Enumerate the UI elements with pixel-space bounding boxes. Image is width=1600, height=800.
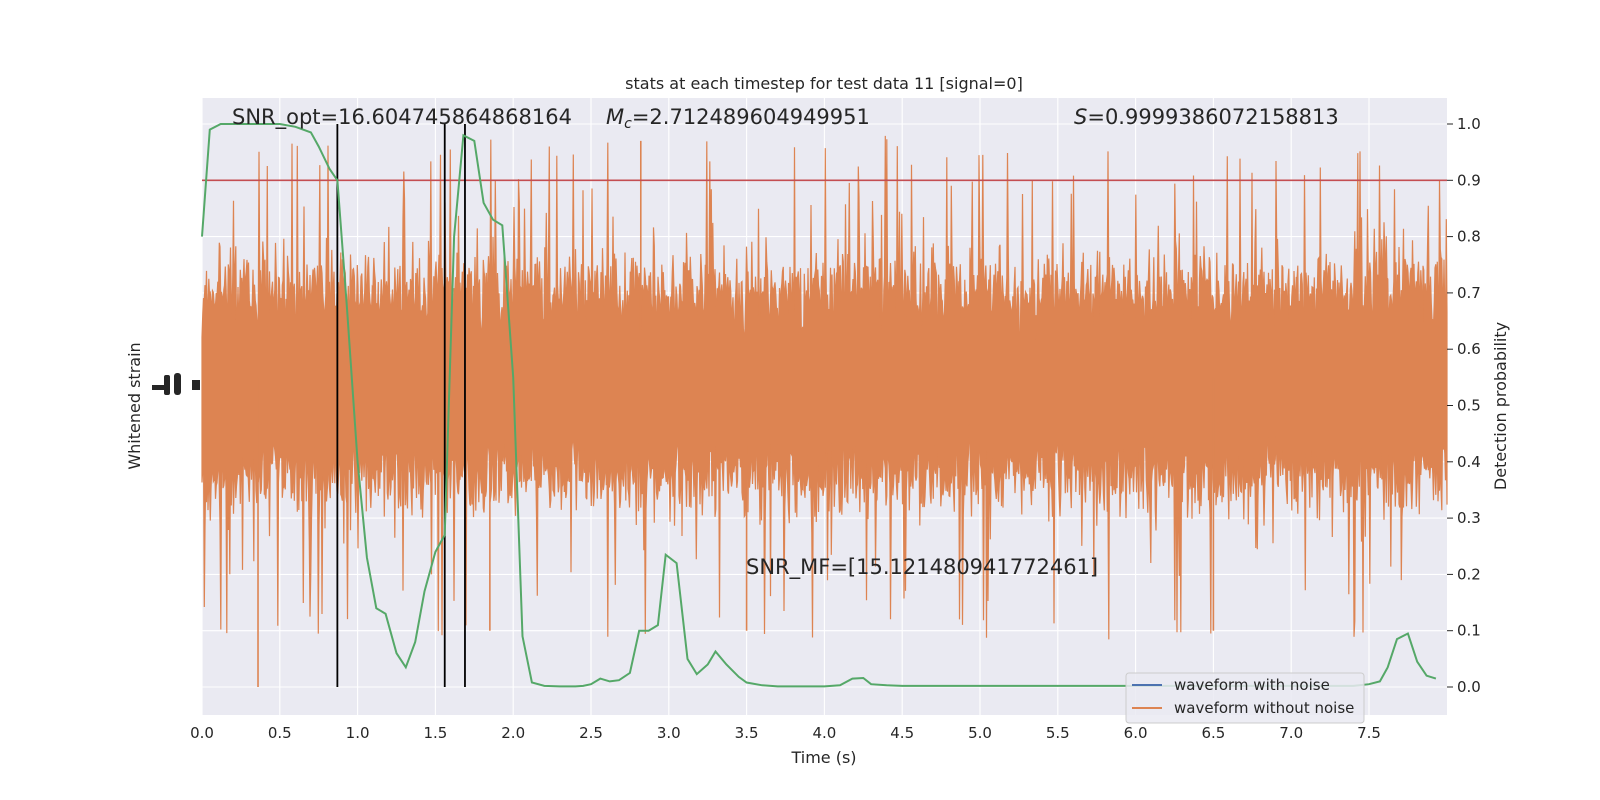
legend: waveform with noise waveform without noi… xyxy=(1125,672,1365,724)
legend-label-without-noise: waveform without noise xyxy=(1174,699,1354,717)
right-tick-label: 1.0 xyxy=(1457,115,1481,133)
x-tick-label: 4.0 xyxy=(812,724,836,742)
noise-band xyxy=(201,135,1448,640)
x-tick-label: 6.0 xyxy=(1124,724,1148,742)
x-tick-label: 5.0 xyxy=(968,724,992,742)
right-tick-label: 0.6 xyxy=(1457,340,1481,358)
x-tick-label: 5.5 xyxy=(1046,724,1070,742)
x-axis-ticks: 0.0 0.5 1.0 1.5 2.0 2.5 3.0 3.5 4.0 4.5 5.0 5.5 6.0 6… xyxy=(190,724,1381,742)
vertical-markers xyxy=(336,124,466,687)
legend-label-with-noise: waveform with noise xyxy=(1174,676,1330,694)
left-tick-blob xyxy=(152,373,200,395)
right-tick-label: 0.5 xyxy=(1457,397,1481,415)
right-tick-label: 0.7 xyxy=(1457,284,1481,302)
x-tick-label: 0.5 xyxy=(268,724,292,742)
right-tick-label: 0.8 xyxy=(1457,228,1481,246)
snr-opt-annotation: SNR_opt=16.604745864868164 xyxy=(232,105,572,130)
x-tick-label: 7.5 xyxy=(1357,724,1381,742)
chart-title: stats at each timestep for test data 11 … xyxy=(625,74,1023,93)
x-tick-label: 1.5 xyxy=(423,724,447,742)
x-tick-label: 7.0 xyxy=(1279,724,1303,742)
right-tick-label: 0.0 xyxy=(1457,678,1481,696)
x-tick-label: 2.5 xyxy=(579,724,603,742)
right-tick-label: 0.4 xyxy=(1457,453,1481,471)
waveform-without-noise xyxy=(201,135,1448,687)
x-tick-label: 3.0 xyxy=(657,724,681,742)
x-tick-label: 3.5 xyxy=(735,724,759,742)
right-tick-label: 0.2 xyxy=(1457,565,1481,583)
x-tick-label: 4.5 xyxy=(890,724,914,742)
right-tick-label: 0.3 xyxy=(1457,509,1481,527)
right-tick-label: 0.9 xyxy=(1457,171,1481,189)
right-axis-label: Detection probability xyxy=(1491,322,1510,490)
legend-box xyxy=(1125,672,1365,724)
right-tick-label: 0.1 xyxy=(1457,622,1481,640)
left-axis-label: Whitened strain xyxy=(125,342,144,469)
x-tick-label: 0.0 xyxy=(190,724,214,742)
x-tick-label: 2.0 xyxy=(501,724,525,742)
x-axis-label: Time (s) xyxy=(790,748,856,767)
snr-mf-annotation: SNR_MF=[15.121480941772461] xyxy=(746,555,1098,580)
s-annotation: S=0.9999386072158813 xyxy=(1074,105,1339,129)
x-tick-label: 1.0 xyxy=(346,724,370,742)
x-tick-label: 6.5 xyxy=(1201,724,1225,742)
right-axis-ticks: 0.0 0.1 0.2 0.3 0.4 0.5 0.6 0.7 0.8 0.9 1.0 xyxy=(1447,115,1481,696)
mc-annotation: Mc=2.712489604949951 xyxy=(606,105,870,132)
